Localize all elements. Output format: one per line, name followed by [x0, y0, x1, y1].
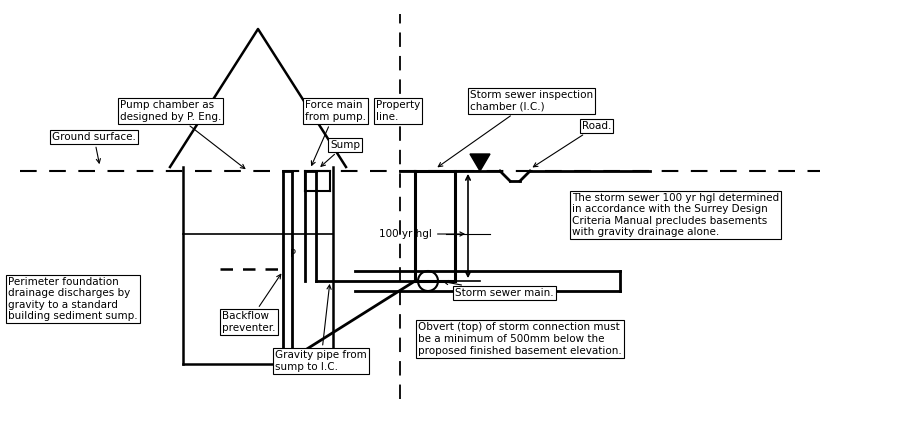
Text: Pump chamber as
designed by P. Eng.: Pump chamber as designed by P. Eng. [120, 100, 245, 169]
Text: Ground surface.: Ground surface. [52, 132, 136, 163]
Text: 100 yr hgl: 100 yr hgl [379, 229, 464, 239]
Text: Backflow
preventer.: Backflow preventer. [222, 274, 281, 333]
Text: The storm sewer 100 yr hgl determined
in accordance with the Surrey Design
Crite: The storm sewer 100 yr hgl determined in… [572, 193, 779, 237]
Text: Obvert (top) of storm connection must
be a minimum of 500mm below the
proposed f: Obvert (top) of storm connection must be… [418, 323, 622, 356]
Text: Sump: Sump [321, 140, 360, 166]
Text: Force main
from pump.: Force main from pump. [305, 100, 366, 165]
Polygon shape [470, 154, 490, 171]
Text: Storm sewer inspection
chamber (I.C.): Storm sewer inspection chamber (I.C.) [438, 90, 593, 167]
Text: Storm sewer main.: Storm sewer main. [444, 281, 554, 298]
Text: Perimeter foundation
drainage discharges by
gravity to a standard
building sedim: Perimeter foundation drainage discharges… [8, 277, 138, 321]
Text: P: P [290, 249, 296, 259]
Text: Property
line.: Property line. [376, 100, 420, 122]
Text: Road.: Road. [534, 121, 611, 167]
Text: Gravity pipe from
sump to I.C.: Gravity pipe from sump to I.C. [275, 285, 367, 372]
